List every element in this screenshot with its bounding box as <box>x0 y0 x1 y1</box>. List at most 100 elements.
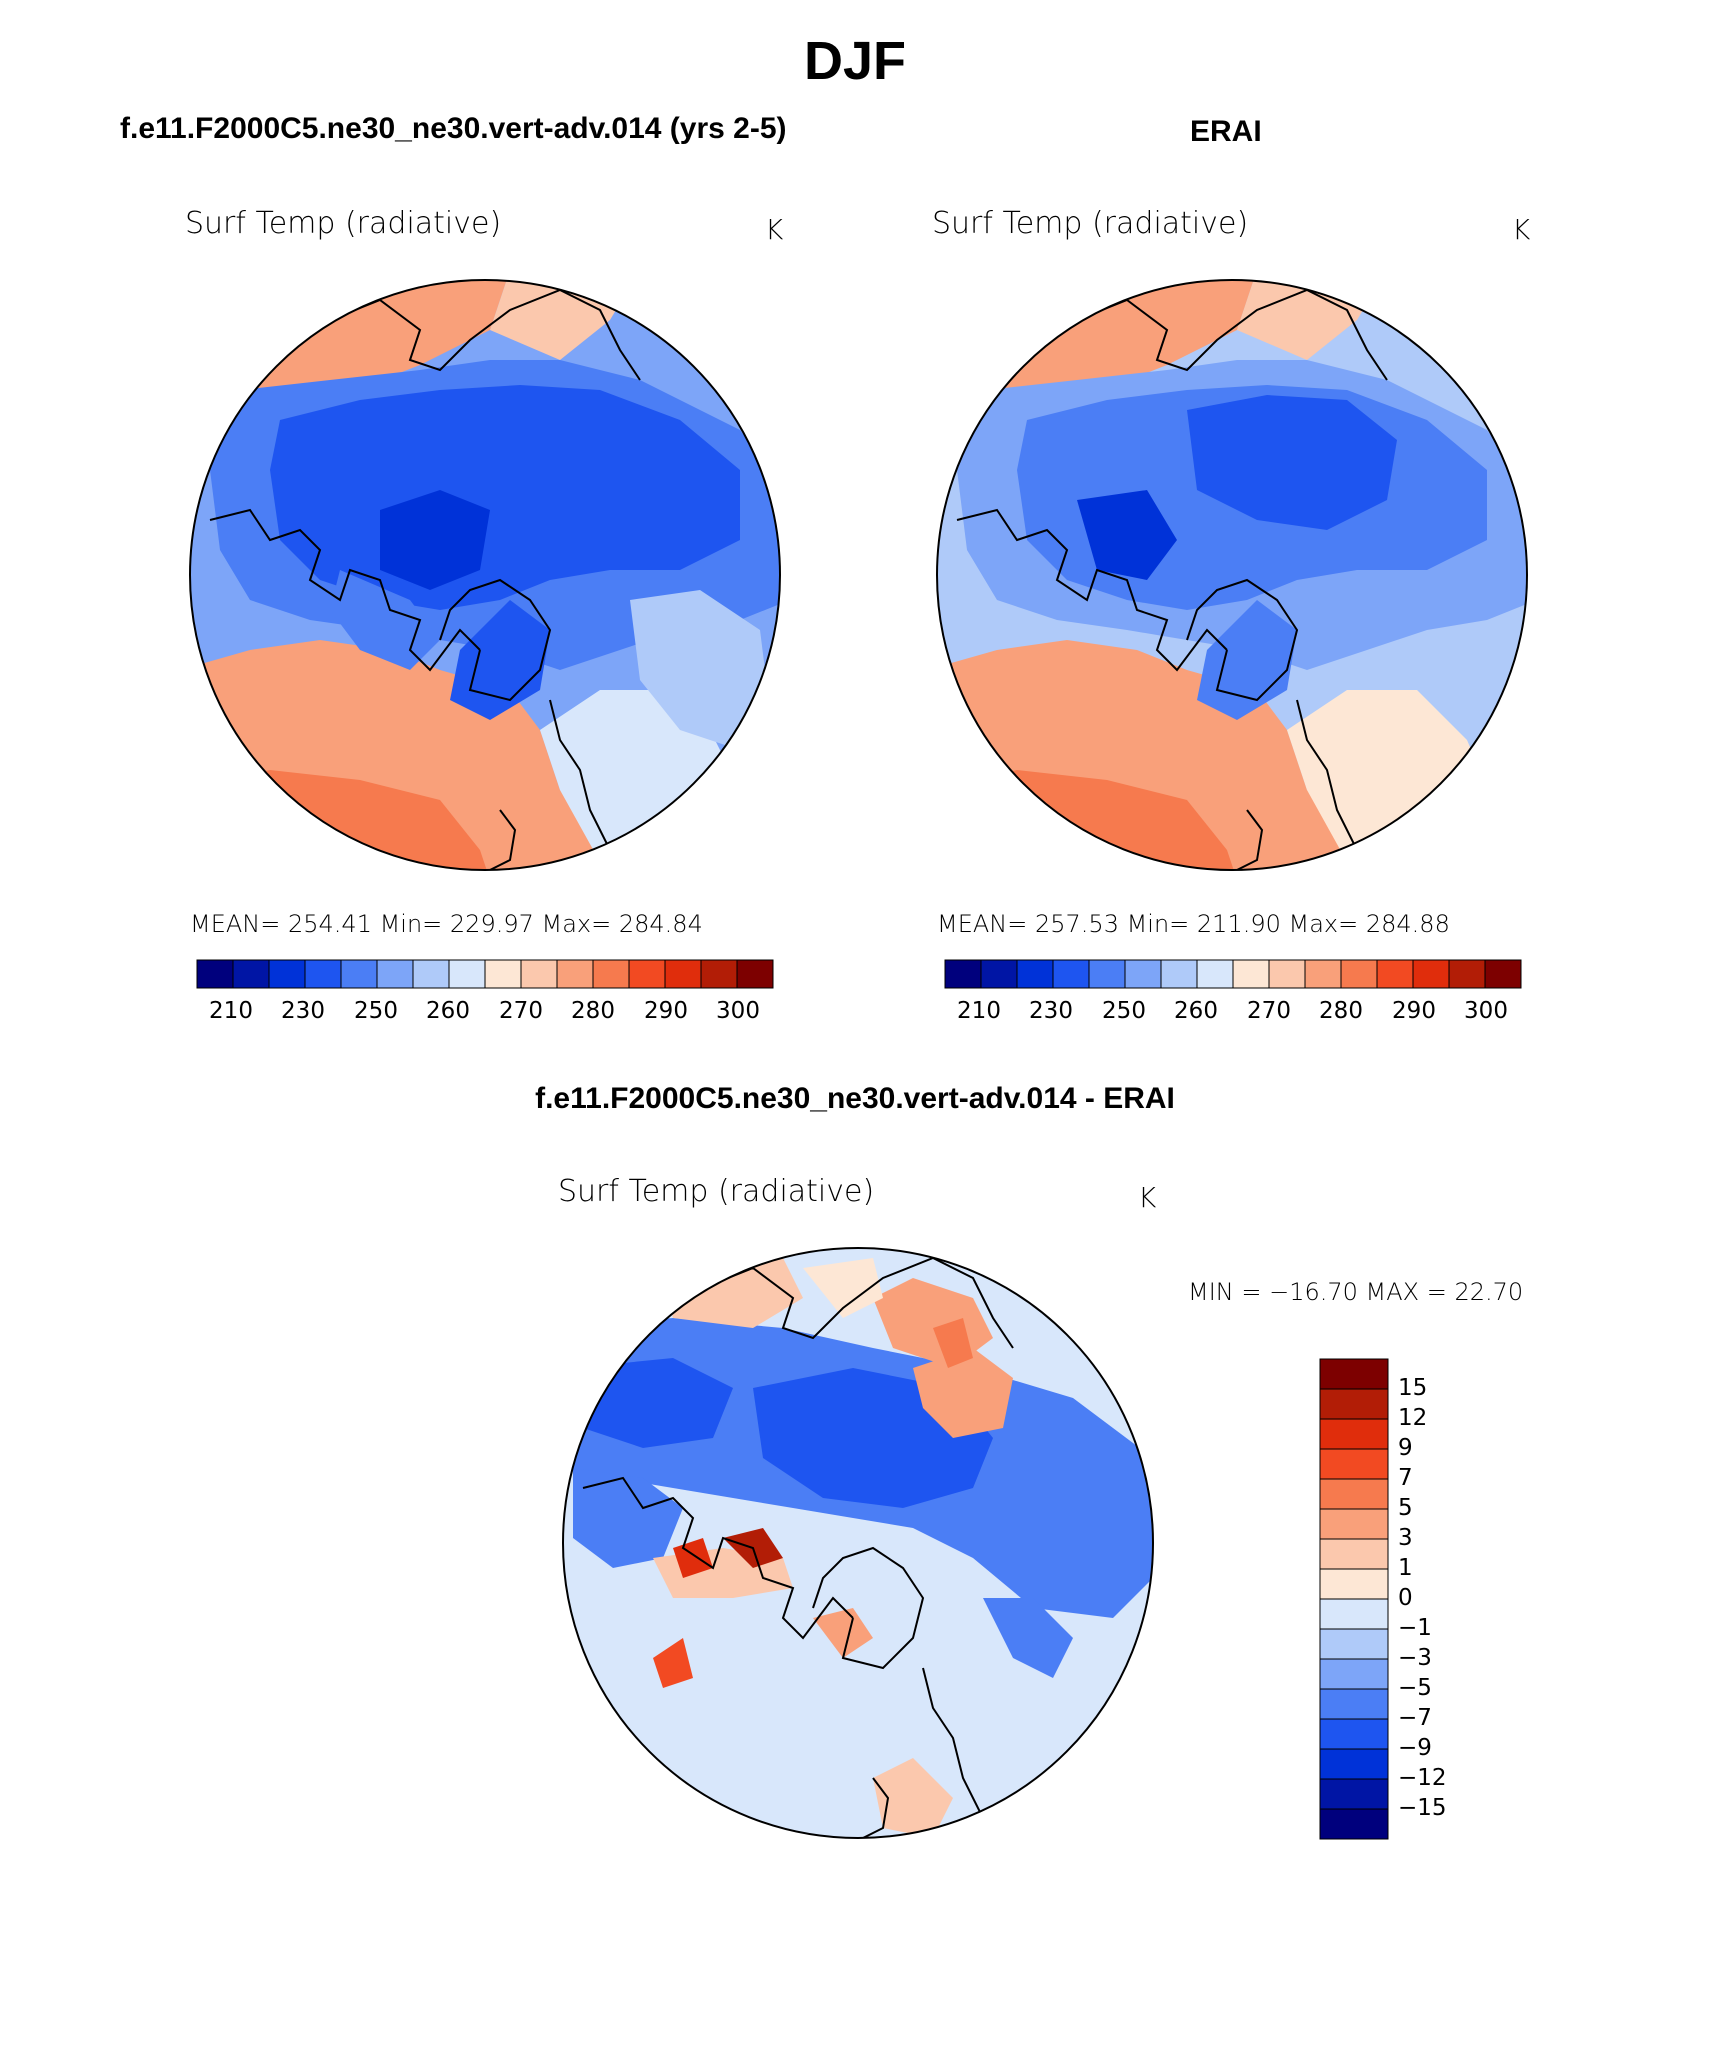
left-colorbar-swatch <box>664 959 702 989</box>
left-case-title: f.e11.F2000C5.ne30_ne30.vert-adv.014 (yr… <box>120 112 787 145</box>
diff-coastlines <box>582 1256 1014 1838</box>
diff-colorbar-swatch <box>1319 1688 1389 1720</box>
diff-colorbar-tick: −7 <box>1398 1705 1432 1731</box>
left-colorbar-swatch <box>196 959 234 989</box>
diff-colorbar-tick: 9 <box>1398 1435 1413 1461</box>
left-colorbar-tick: 260 <box>426 998 470 1024</box>
right-colorbar-swatch <box>1448 959 1486 989</box>
right-polar-map <box>936 279 1528 871</box>
left-colorbar-swatch <box>340 959 378 989</box>
diff-colorbar-tick: 1 <box>1398 1555 1413 1581</box>
left-colorbar-tick: 290 <box>644 998 688 1024</box>
diff-colorbar-swatch <box>1319 1388 1389 1420</box>
diff-colorbar-swatch <box>1319 1418 1389 1450</box>
right-temperature-field <box>937 280 1527 870</box>
left-colorbar-tick: 280 <box>571 998 615 1024</box>
left-coastlines <box>209 288 641 870</box>
left-colorbar-tick: 230 <box>281 998 325 1024</box>
right-colorbar-tick: 210 <box>957 998 1001 1024</box>
right-colorbar-swatch <box>1484 959 1522 989</box>
right-case-title: ERAI <box>1190 115 1262 148</box>
diff-colorbar-tick: 15 <box>1398 1375 1428 1401</box>
left-colorbar-swatch <box>736 959 774 989</box>
diff-colorbar-swatch <box>1319 1538 1389 1570</box>
diff-colorbar-swatch <box>1319 1658 1389 1690</box>
left-colorbar-labels: 210 230 250 260 270 280 290 300 <box>195 998 775 1028</box>
left-colorbar-tick: 270 <box>499 998 543 1024</box>
diff-case-title: f.e11.F2000C5.ne30_ne30.vert-adv.014 - E… <box>535 1082 1175 1115</box>
left-variable-label: Surf Temp (radiative) <box>185 206 502 241</box>
right-colorbar-swatch <box>1160 959 1198 989</box>
left-colorbar-swatch <box>592 959 630 989</box>
diff-map-boundary <box>562 1247 1154 1839</box>
right-colorbar-tick: 290 <box>1392 998 1436 1024</box>
right-colorbar-swatch <box>1124 959 1162 989</box>
diff-colorbar-tick: 3 <box>1398 1525 1413 1551</box>
diff-colorbar <box>1319 1358 1389 1840</box>
diff-minmax: MIN = −16.70 MAX = 22.70 <box>1188 1278 1524 1306</box>
diff-temperature-field <box>563 1248 1153 1838</box>
left-colorbar <box>196 959 774 989</box>
right-colorbar-swatch <box>1376 959 1414 989</box>
diff-colorbar-tick: 7 <box>1398 1465 1413 1491</box>
right-map-boundary <box>936 279 1528 871</box>
right-colorbar-swatch <box>1340 959 1378 989</box>
right-colorbar-tick: 300 <box>1464 998 1508 1024</box>
left-units-label: K <box>765 213 784 246</box>
right-variable-label: Surf Temp (radiative) <box>932 206 1249 241</box>
diff-colorbar-tick: −3 <box>1398 1645 1432 1671</box>
left-temperature-field <box>190 280 780 870</box>
diff-colorbar-swatch <box>1319 1598 1389 1630</box>
left-colorbar-tick: 250 <box>354 998 398 1024</box>
left-map-boundary <box>189 279 781 871</box>
right-colorbar-swatch <box>1232 959 1270 989</box>
left-colorbar-swatch <box>520 959 558 989</box>
right-colorbar-swatch <box>1016 959 1054 989</box>
right-units-label: K <box>1512 213 1531 246</box>
diff-variable-label: Surf Temp (radiative) <box>558 1174 875 1209</box>
diff-colorbar-swatch <box>1319 1478 1389 1510</box>
diff-colorbar-swatch <box>1319 1748 1389 1780</box>
diff-colorbar-tick: −15 <box>1398 1795 1447 1821</box>
right-colorbar-tick: 280 <box>1319 998 1363 1024</box>
diff-colorbar-tick: −12 <box>1398 1765 1447 1791</box>
left-stats: MEAN= 254.41 Min= 229.97 Max= 284.84 <box>190 910 703 938</box>
left-colorbar-swatch <box>556 959 594 989</box>
left-colorbar-swatch <box>376 959 414 989</box>
diff-colorbar-tick: 0 <box>1398 1585 1413 1611</box>
right-colorbar-labels: 210 230 250 260 270 280 290 300 <box>943 998 1523 1028</box>
diff-colorbar-swatch <box>1319 1628 1389 1660</box>
diff-colorbar-tick: 12 <box>1398 1405 1428 1431</box>
right-colorbar-swatch <box>1052 959 1090 989</box>
diff-colorbar-tick: −9 <box>1398 1735 1432 1761</box>
left-colorbar-swatch <box>304 959 342 989</box>
right-colorbar-swatch <box>1412 959 1450 989</box>
right-colorbar-swatch <box>1304 959 1342 989</box>
right-colorbar-swatch <box>1088 959 1126 989</box>
left-colorbar-swatch <box>268 959 306 989</box>
left-colorbar-tick: 300 <box>716 998 760 1024</box>
left-polar-map <box>189 279 781 871</box>
left-colorbar-swatch <box>700 959 738 989</box>
diff-colorbar-tick: 5 <box>1398 1495 1413 1521</box>
right-colorbar-swatch <box>980 959 1018 989</box>
diff-colorbar-swatch <box>1319 1808 1389 1840</box>
right-colorbar-tick: 270 <box>1247 998 1291 1024</box>
right-colorbar-tick: 230 <box>1029 998 1073 1024</box>
right-colorbar-swatch <box>944 959 982 989</box>
diff-colorbar-swatch <box>1319 1508 1389 1540</box>
left-colorbar-swatch <box>448 959 486 989</box>
right-colorbar <box>944 959 1522 989</box>
diff-colorbar-tick: −5 <box>1398 1675 1432 1701</box>
left-colorbar-swatch <box>484 959 522 989</box>
right-stats: MEAN= 257.53 Min= 211.90 Max= 284.88 <box>937 910 1450 938</box>
left-colorbar-swatch <box>628 959 666 989</box>
diff-colorbar-swatch <box>1319 1358 1389 1390</box>
right-colorbar-swatch <box>1196 959 1234 989</box>
diff-colorbar-labels: 15 12 9 7 5 3 1 0 −1 −3 −5 −7 −9 −12 −15 <box>1398 1358 1478 1840</box>
diff-colorbar-swatch <box>1319 1778 1389 1810</box>
left-colorbar-tick: 210 <box>209 998 253 1024</box>
left-colorbar-swatch <box>232 959 270 989</box>
right-colorbar-tick: 260 <box>1174 998 1218 1024</box>
